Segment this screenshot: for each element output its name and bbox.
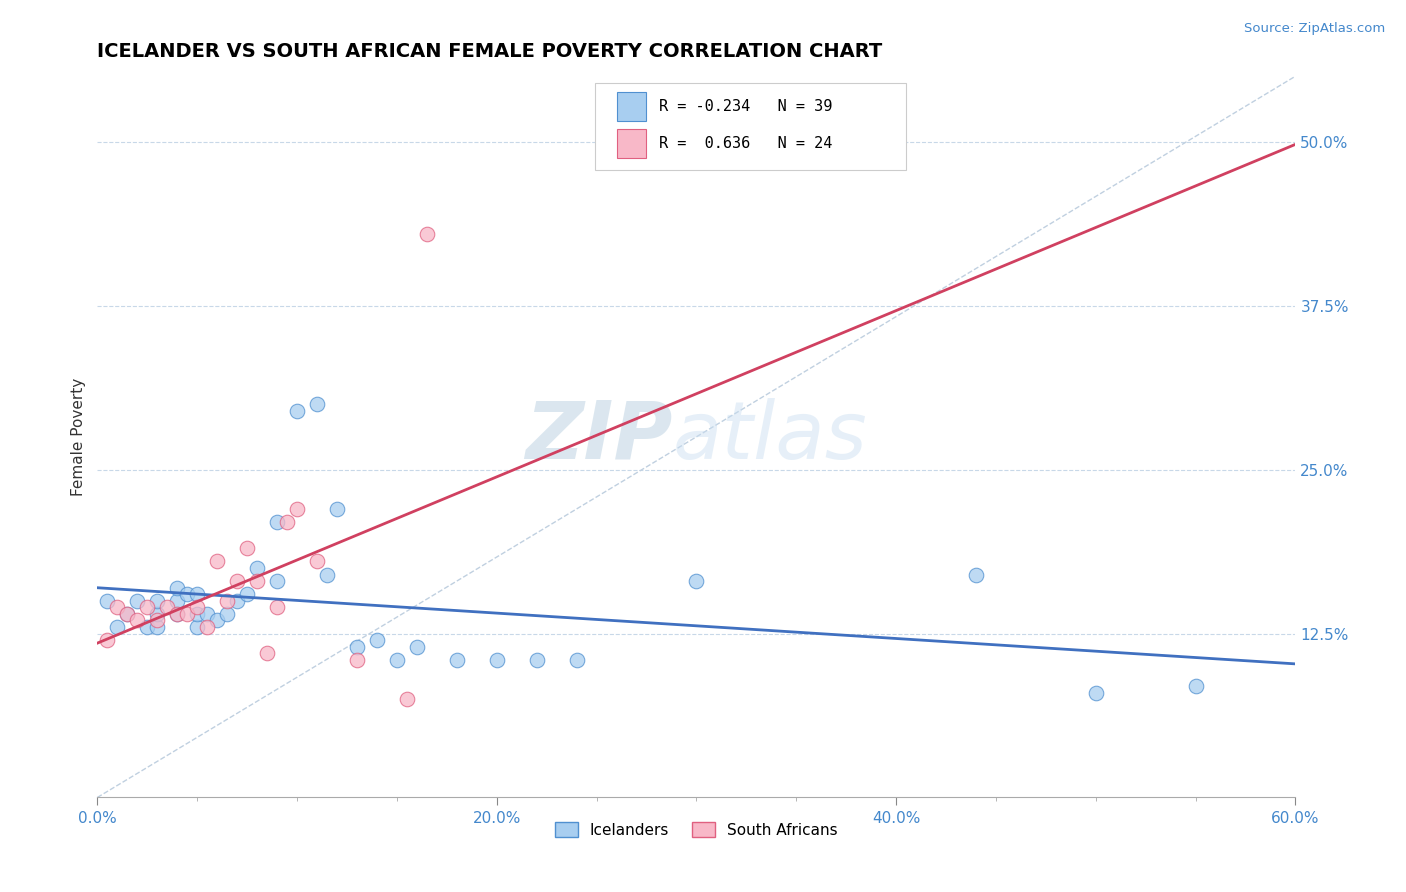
Point [395,692,418,706]
Point [485,653,508,667]
Point [366,633,388,648]
Point [96,633,118,648]
Point [405,640,427,654]
Text: Source: ZipAtlas.com: Source: ZipAtlas.com [1244,22,1385,36]
Point [226,574,249,588]
Point [316,567,339,582]
Point [326,502,349,516]
Point [266,600,288,615]
Point [226,593,249,607]
FancyBboxPatch shape [617,128,647,158]
Point [205,554,228,568]
Point [186,607,208,621]
Point [195,607,218,621]
Text: atlas: atlas [672,398,868,475]
Point [186,587,208,601]
FancyBboxPatch shape [617,92,647,121]
Point [136,600,159,615]
Legend: Icelanders, South Africans: Icelanders, South Africans [548,815,844,844]
Point [416,227,439,241]
Point [217,607,239,621]
Point [186,620,208,634]
Point [685,574,707,588]
Point [166,607,188,621]
Point [96,593,118,607]
Point [256,646,278,660]
FancyBboxPatch shape [595,84,905,170]
Point [186,600,208,615]
Point [446,653,468,667]
Point [136,620,159,634]
Point [205,614,228,628]
Point [565,653,588,667]
Text: R =  0.636   N = 24: R = 0.636 N = 24 [659,136,832,151]
Point [146,593,169,607]
Point [246,561,269,575]
Point [195,620,218,634]
Point [166,607,188,621]
Point [176,587,198,601]
Point [117,607,139,621]
Point [146,607,169,621]
Point [127,614,149,628]
Point [236,541,259,556]
Point [105,620,128,634]
Point [166,593,188,607]
Point [217,593,239,607]
Point [526,653,548,667]
Point [156,600,179,615]
Point [1084,685,1107,699]
Point [1184,679,1206,693]
Point [346,653,368,667]
Point [236,587,259,601]
Text: ZIP: ZIP [524,398,672,475]
Text: R = -0.234   N = 39: R = -0.234 N = 39 [659,99,832,114]
Point [127,593,149,607]
Point [285,502,308,516]
Point [166,581,188,595]
Y-axis label: Female Poverty: Female Poverty [72,377,86,496]
Point [385,653,408,667]
Point [305,554,328,568]
Text: ICELANDER VS SOUTH AFRICAN FEMALE POVERTY CORRELATION CHART: ICELANDER VS SOUTH AFRICAN FEMALE POVERT… [97,42,883,61]
Point [146,620,169,634]
Point [105,600,128,615]
Point [285,403,308,417]
Point [305,397,328,411]
Point [346,640,368,654]
Point [266,515,288,529]
Point [965,567,987,582]
Point [276,515,298,529]
Point [176,607,198,621]
Point [246,574,269,588]
Point [266,574,288,588]
Point [117,607,139,621]
Point [146,614,169,628]
